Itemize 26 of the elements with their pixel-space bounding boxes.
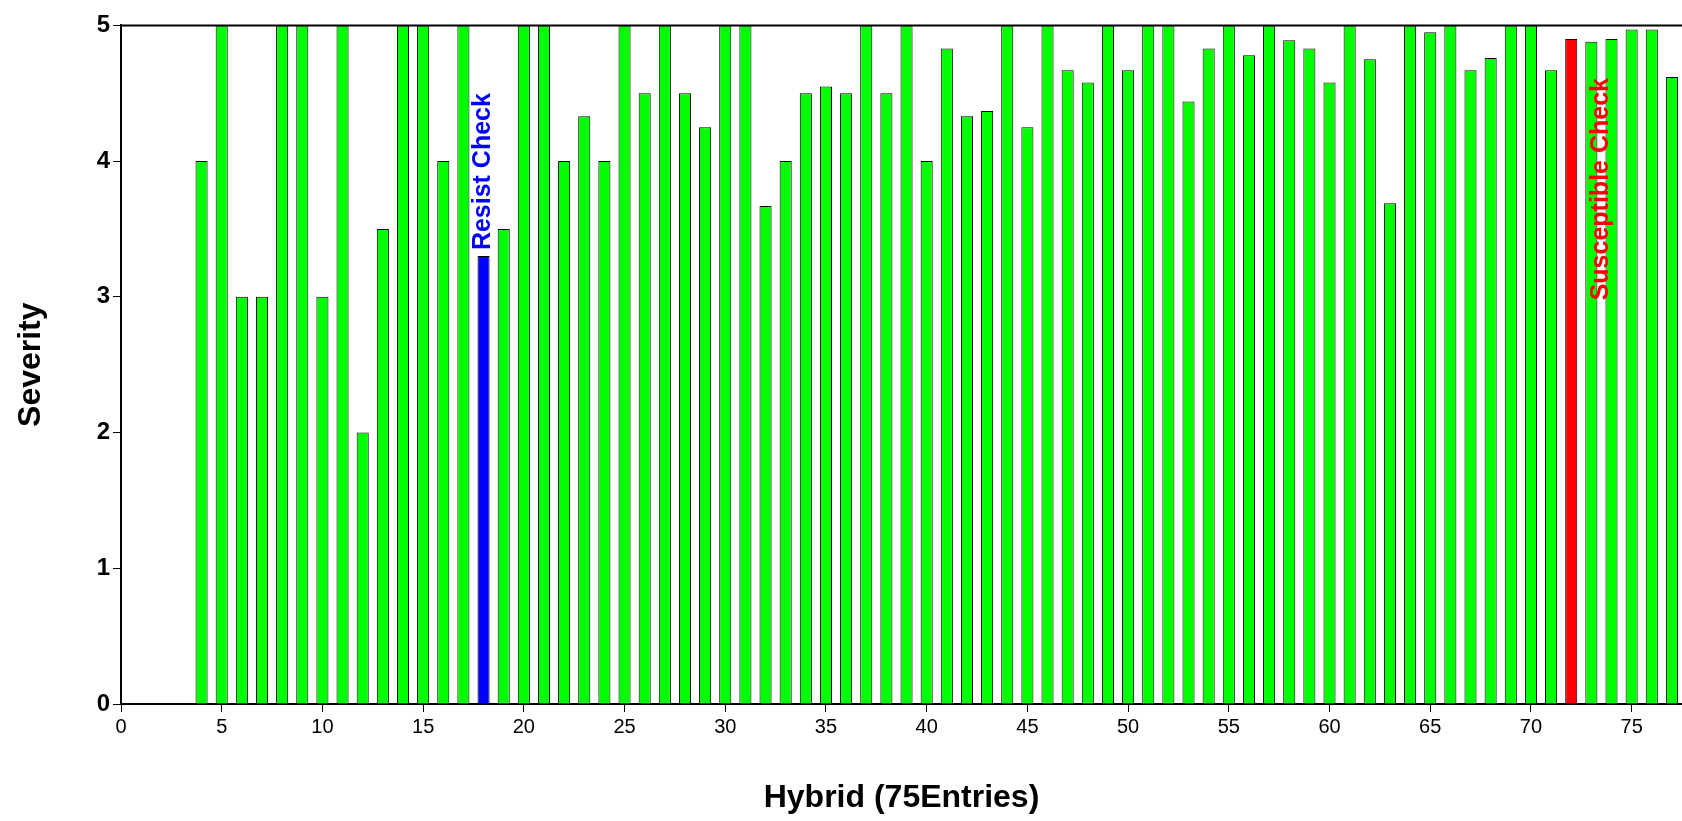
x-tick-label: 50 <box>1116 714 1140 737</box>
y-tick-label: 4 <box>96 145 111 173</box>
y-tick-label: 2 <box>96 417 110 445</box>
x-tick-label: 0 <box>115 714 127 737</box>
x-tick-label: 40 <box>915 714 938 737</box>
x-tick-label: 25 <box>613 714 636 737</box>
y-tick-label: 5 <box>96 10 110 38</box>
x-tick-label: 20 <box>512 714 535 737</box>
x-tick-label: 35 <box>814 714 838 737</box>
x-tick-label: 10 <box>311 714 334 737</box>
annotation: Resist Check <box>467 93 496 251</box>
x-tick-label: 60 <box>1318 714 1341 737</box>
x-tick-label: 45 <box>1016 714 1039 737</box>
x-tick-label: 70 <box>1519 714 1543 737</box>
y-tick-label: 1 <box>96 552 110 580</box>
y-tick-label: 3 <box>96 281 110 309</box>
x-tick-label: 65 <box>1419 714 1442 737</box>
x-axis-title: Hybrid (75Entries) <box>763 777 1040 814</box>
x-tick-label: 55 <box>1217 714 1240 737</box>
x-tick-label: 75 <box>1620 714 1643 737</box>
y-tick-label: 0 <box>96 688 110 716</box>
annotation: Susceptible Check <box>1585 77 1614 301</box>
x-tick-label: 5 <box>216 714 228 737</box>
x-tick-label: 15 <box>412 714 435 737</box>
x-tick-label: 30 <box>714 714 737 737</box>
y-axis-title: Severity <box>11 302 48 427</box>
